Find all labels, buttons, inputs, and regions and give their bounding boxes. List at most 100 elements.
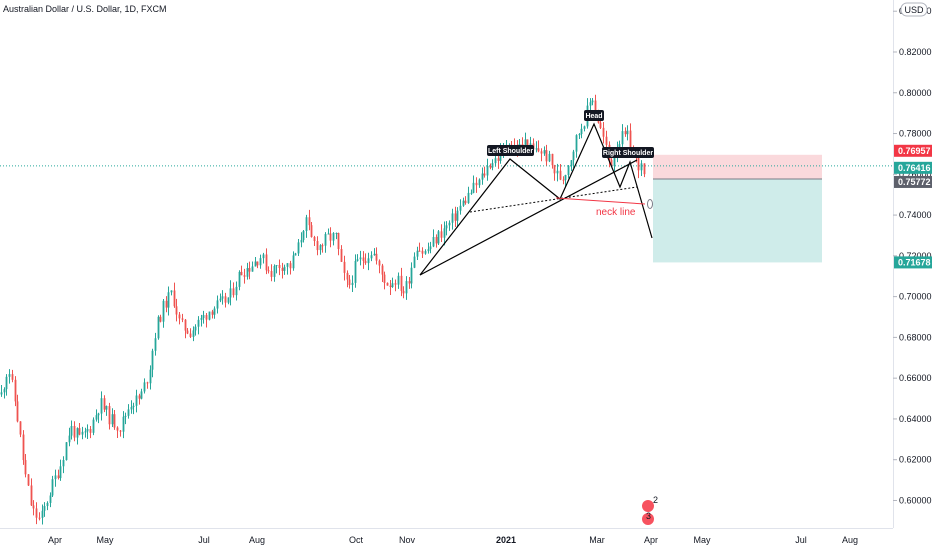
candle-body-182 bbox=[491, 163, 494, 168]
candle-body-223 bbox=[602, 127, 605, 137]
candle-body-104 bbox=[281, 268, 284, 271]
candle-body-94 bbox=[254, 261, 257, 267]
candle-body-120 bbox=[324, 234, 327, 246]
x-tick-label-10: Jul bbox=[795, 535, 807, 545]
candle-body-202 bbox=[545, 150, 548, 162]
candle-body-16 bbox=[43, 506, 46, 511]
price-tag-3 bbox=[894, 256, 932, 269]
candle-body-119 bbox=[321, 245, 324, 247]
candle-body-21 bbox=[57, 475, 60, 479]
candle-body-158 bbox=[427, 249, 430, 252]
candle-body-108 bbox=[292, 255, 295, 269]
event-badges[interactable]: 2 3 bbox=[642, 495, 658, 525]
candle-body-7 bbox=[19, 421, 22, 435]
take-profit-zone[interactable] bbox=[653, 178, 822, 263]
candle-body-118 bbox=[319, 245, 322, 251]
candle-body-219 bbox=[591, 100, 594, 103]
y-tick-label-5: 0.74000 bbox=[899, 210, 932, 220]
candle-body-64 bbox=[173, 290, 176, 307]
candle-body-117 bbox=[316, 241, 319, 251]
candle-body-150 bbox=[405, 281, 408, 294]
candle-body-200 bbox=[540, 151, 543, 154]
candle-body-218 bbox=[589, 102, 592, 106]
candle-body-39 bbox=[105, 406, 108, 410]
event-badge-count-1: 2 bbox=[653, 495, 658, 505]
y-tick-label-4: 0.76000 bbox=[899, 169, 932, 179]
chart-title: Australian Dollar / U.S. Dollar, 1D, FXC… bbox=[3, 4, 167, 14]
candle-body-35 bbox=[95, 415, 98, 420]
note-left-shoulder[interactable]: Left Shoulder bbox=[487, 145, 534, 156]
candle-body-151 bbox=[408, 281, 411, 284]
candle-body-137 bbox=[370, 255, 373, 259]
candle-body-154 bbox=[416, 250, 419, 257]
candle-body-75 bbox=[202, 315, 205, 319]
currency-button[interactable]: USD bbox=[900, 2, 928, 17]
candle-body-215 bbox=[580, 128, 583, 135]
y-tick-label-9: 0.66000 bbox=[899, 373, 932, 383]
note-right-shoulder[interactable]: Right Shoulder bbox=[602, 147, 654, 158]
candle-body-149 bbox=[402, 290, 405, 294]
note-head-box bbox=[584, 110, 604, 121]
x-tick-label-2: Jul bbox=[198, 535, 210, 545]
candle-body-109 bbox=[294, 253, 297, 256]
candle-body-103 bbox=[278, 264, 281, 269]
candle-body-13 bbox=[35, 508, 38, 518]
pattern-polyline[interactable] bbox=[419, 122, 653, 276]
candle-body-207 bbox=[559, 170, 562, 180]
candle-body-51 bbox=[138, 395, 141, 399]
candle-body-112 bbox=[302, 230, 305, 241]
note-head-text: Head bbox=[585, 113, 602, 120]
note-head[interactable]: Head bbox=[584, 110, 604, 121]
x-tick-label-7: Mar bbox=[589, 535, 605, 545]
pattern-dotted-line bbox=[469, 186, 638, 213]
neck-line[interactable] bbox=[555, 197, 646, 205]
stop-loss-zone[interactable] bbox=[653, 154, 822, 179]
candle-body-144 bbox=[389, 285, 392, 288]
candle-body-49 bbox=[132, 405, 135, 408]
candle-body-6 bbox=[16, 401, 19, 422]
candle-body-138 bbox=[373, 253, 376, 256]
candle-body-26 bbox=[70, 426, 73, 436]
price-tag-2 bbox=[894, 175, 932, 188]
candle-body-115 bbox=[310, 225, 313, 238]
x-tick-label-9: May bbox=[693, 535, 711, 545]
candle-body-96 bbox=[259, 258, 262, 266]
candle-body-84 bbox=[227, 297, 230, 303]
candle-body-224 bbox=[605, 136, 608, 145]
candle-body-114 bbox=[308, 217, 311, 226]
candle-body-227 bbox=[613, 154, 616, 167]
candle-body-198 bbox=[535, 148, 538, 150]
candle-body-123 bbox=[332, 233, 335, 241]
candle-body-8 bbox=[22, 434, 25, 461]
candle-body-236 bbox=[637, 156, 640, 171]
candle-body-125 bbox=[337, 232, 340, 250]
candle-body-127 bbox=[343, 261, 346, 273]
candle-body-33 bbox=[89, 428, 92, 433]
candle-body-73 bbox=[197, 319, 200, 327]
candle-body-36 bbox=[97, 413, 100, 416]
candle-body-193 bbox=[521, 144, 524, 146]
candle-body-12 bbox=[32, 505, 35, 509]
neck-line-label: neck line bbox=[596, 207, 636, 218]
candle-body-41 bbox=[111, 414, 114, 425]
candle-body-53 bbox=[143, 382, 146, 392]
price-tag-label-2: 0.75772 bbox=[898, 177, 931, 187]
time-axis[interactable]: Apr May Jul Aug Oct Nov 2021 Mar Apr May Jul Aug bbox=[48, 535, 858, 545]
y-tick-label-7: 0.70000 bbox=[899, 292, 932, 302]
candle-body-232 bbox=[626, 130, 629, 135]
note-left-shoulder-text: Left Shoulder bbox=[488, 148, 533, 155]
price-circle-marker[interactable] bbox=[647, 199, 653, 209]
candle-body-157 bbox=[424, 251, 427, 254]
candle-body-81 bbox=[219, 298, 222, 301]
candle-body-231 bbox=[624, 131, 627, 135]
x-tick-label-0: Apr bbox=[48, 535, 62, 545]
candle-body-59 bbox=[159, 316, 162, 322]
uptrend-line[interactable] bbox=[419, 159, 638, 276]
head-shoulders-pattern[interactable] bbox=[419, 122, 653, 276]
candle-body-141 bbox=[381, 265, 384, 275]
candle-body-208 bbox=[562, 179, 565, 181]
candle-body-86 bbox=[232, 288, 235, 296]
candle-body-20 bbox=[54, 475, 57, 480]
